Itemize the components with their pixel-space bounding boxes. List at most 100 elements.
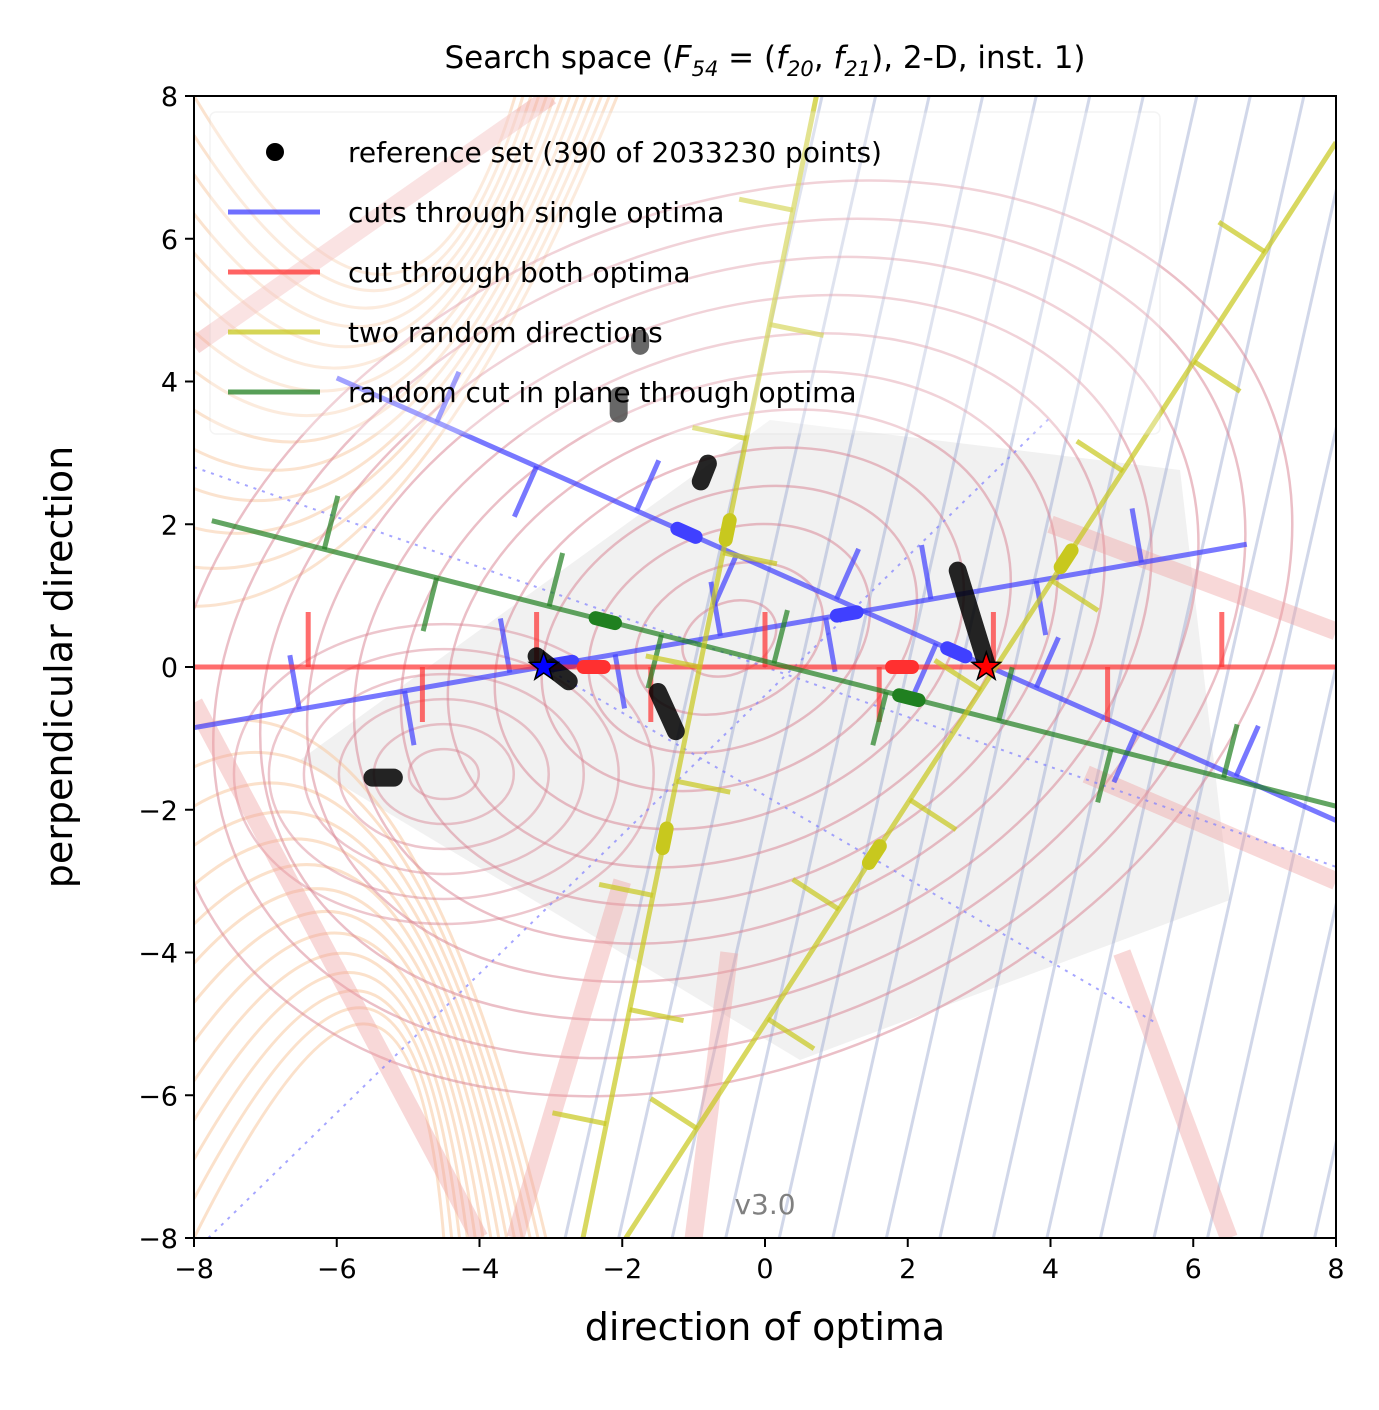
contour-line [194, 96, 588, 472]
contour-line [194, 1006, 454, 1238]
series-sample [588, 611, 622, 631]
contour-line [232, 622, 655, 926]
series-tick [769, 321, 825, 338]
contour-line [194, 810, 524, 1238]
x-tick-label: 0 [756, 1254, 773, 1285]
x-axis: −8 −6 −4 −2 0 2 4 6 8 [174, 1238, 1345, 1285]
series-tick [675, 778, 731, 795]
series-tick [551, 1110, 607, 1127]
series-tick [634, 459, 662, 512]
x-tick-label: 6 [1185, 1254, 1202, 1285]
chart-title: Search space (F54 = (f20, f21), 2-D, ins… [444, 40, 1085, 81]
optimum-star-0 [527, 649, 561, 681]
y-tick-label: 4 [161, 368, 178, 399]
y-axis: −8 −6 −4 −2 0 2 4 6 8 [138, 82, 194, 1255]
contour-line [587, 522, 872, 755]
x-tick-label: 8 [1327, 1254, 1344, 1285]
series-tick [766, 1016, 816, 1051]
series-sample [861, 839, 887, 870]
series-tick [598, 881, 654, 898]
contour-line [540, 484, 919, 793]
series-tick [420, 577, 440, 632]
series-tick [791, 877, 841, 912]
reference-cluster-4 [648, 682, 685, 741]
series-sample [670, 521, 703, 544]
series-tick [711, 553, 739, 607]
series-tick [919, 544, 934, 600]
guide-line [543, 666, 1159, 1025]
series-sample [829, 605, 864, 623]
contour-line [194, 96, 596, 503]
contour-line [267, 647, 620, 901]
series-tick [1050, 578, 1100, 613]
contour-line [1206, 660, 1336, 1238]
series-tick [645, 634, 664, 689]
y-tick-label: −2 [138, 796, 178, 827]
contour-line [446, 408, 1013, 869]
contour-band [684, 951, 739, 1238]
contour-line [194, 989, 462, 1238]
series-tick [612, 653, 628, 709]
series-tick [629, 1007, 685, 1024]
contour-line [194, 887, 501, 1238]
contour-line [194, 96, 533, 310]
contour-line [194, 96, 580, 444]
series-tick [823, 617, 838, 673]
contour-line [1368, 96, 1379, 1238]
series-tick [512, 465, 539, 518]
y-axis-label: perpendicular direction [37, 446, 81, 888]
contour-line [194, 96, 541, 329]
series-tick [834, 547, 861, 601]
contour-band [1047, 515, 1336, 640]
series-tick [870, 691, 889, 746]
contour-line [634, 560, 825, 716]
series-tick [434, 370, 462, 424]
series-tick [1221, 723, 1240, 779]
contour-band [506, 878, 631, 1238]
contour-line [407, 747, 481, 801]
legend-box [209, 111, 1161, 435]
contour-line [337, 697, 550, 851]
series-tick [287, 654, 302, 710]
contour-line [305, 293, 1153, 984]
legend-label: cuts through single optima [348, 196, 724, 229]
series-tick [321, 495, 341, 550]
series-tick [908, 797, 958, 832]
x-tick-label: −6 [317, 1254, 357, 1285]
legend-label: reference set (390 of 2033230 points) [348, 136, 882, 169]
optimum-star-1 [969, 649, 1003, 681]
x-axis-label: direction of optima [585, 1305, 945, 1349]
series-sample [892, 688, 926, 708]
contour-band [194, 96, 557, 354]
series-tick [645, 653, 701, 670]
contour-line [1259, 898, 1336, 1238]
series-sample [718, 513, 737, 547]
legend-marker [266, 143, 284, 161]
contour-line [194, 96, 619, 608]
y-tick-label: −6 [138, 1081, 178, 1112]
x-tick-label: −4 [460, 1254, 500, 1285]
contour-line [194, 718, 548, 1238]
contour-band [194, 698, 488, 1238]
series-tick [996, 666, 1015, 722]
series-tick [649, 1096, 699, 1131]
contour-line [194, 96, 549, 349]
series-tick [722, 550, 778, 567]
series-tick [691, 425, 747, 442]
x-tick-label: 2 [899, 1254, 916, 1285]
reference-cluster-6 [948, 561, 996, 673]
contour-line [302, 672, 585, 876]
legend: reference set (390 of 2033230 points) cut… [209, 111, 1161, 435]
feasible-region-shade [300, 420, 1230, 1060]
series-tick [1095, 748, 1114, 804]
series-tick [402, 690, 417, 746]
contour-line [194, 96, 611, 570]
contour-line [212, 217, 1247, 1060]
contour-band [1082, 765, 1336, 890]
series-sample [1053, 543, 1079, 575]
contour-line [194, 971, 469, 1238]
series-tick [1033, 580, 1049, 636]
series-tick [1075, 439, 1125, 474]
contour-band [1113, 949, 1238, 1238]
